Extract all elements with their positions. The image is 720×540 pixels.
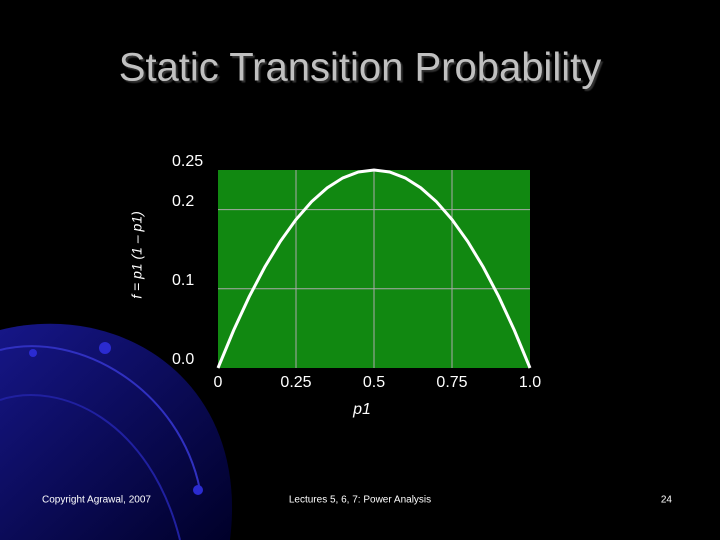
x-tick-label: 1.0	[519, 374, 541, 391]
decoration	[0, 323, 233, 540]
footer-center: Lectures 5, 6, 7: Power Analysis	[289, 495, 431, 506]
x-tick-label: 0.25	[280, 374, 311, 391]
x-tick-label: 0.75	[436, 374, 467, 391]
y-tick-label: 0.1	[172, 272, 194, 289]
y-axis-label: f = p1 (1 – p1)	[129, 211, 145, 299]
curve	[216, 168, 532, 369]
footer-left: Copyright Agrawal, 2007	[42, 495, 151, 506]
x-axis-label: p1	[352, 401, 371, 418]
page-number: 24	[661, 495, 673, 506]
slide-title: Static Transition Probability	[119, 46, 601, 90]
y-tick-label: 0.2	[172, 193, 194, 210]
x-tick-label: 0.5	[363, 374, 385, 391]
x-tick-label: 0	[214, 374, 223, 391]
y-tick-label: 0.0	[172, 351, 194, 368]
y-tick-label: 0.25	[172, 153, 203, 170]
